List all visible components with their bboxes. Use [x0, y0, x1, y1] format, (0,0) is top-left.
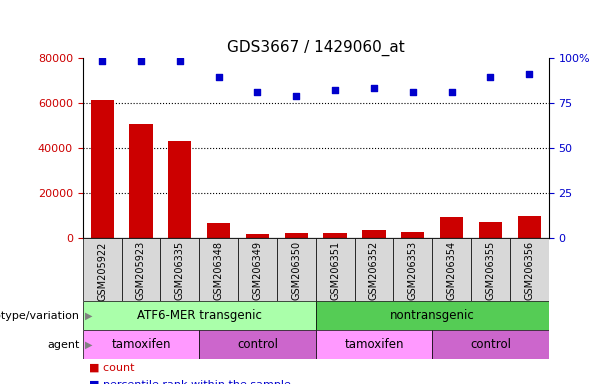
Text: control: control	[470, 338, 511, 351]
Bar	[316, 301, 549, 330]
Bar	[354, 238, 394, 301]
Text: agent: agent	[47, 339, 80, 350]
Point	[485, 74, 495, 81]
Text: GSM206355: GSM206355	[485, 241, 495, 301]
Text: GSM206349: GSM206349	[253, 241, 262, 300]
Bar	[83, 330, 199, 359]
Bar	[91, 101, 114, 238]
Bar	[238, 238, 277, 301]
Bar	[432, 238, 471, 301]
Bar	[83, 238, 121, 301]
Text: ATF6-MER transgenic: ATF6-MER transgenic	[137, 310, 262, 322]
Bar	[479, 222, 502, 238]
Text: GSM206351: GSM206351	[330, 241, 340, 300]
Text: tamoxifen: tamoxifen	[344, 338, 404, 351]
Text: ■ percentile rank within the sample: ■ percentile rank within the sample	[89, 380, 291, 384]
Text: ▶: ▶	[85, 311, 92, 321]
Bar	[199, 330, 316, 359]
Point	[524, 71, 534, 77]
Bar	[161, 238, 199, 301]
Bar	[316, 330, 432, 359]
Point	[253, 89, 262, 95]
Text: control: control	[237, 338, 278, 351]
Bar	[277, 238, 316, 301]
Bar	[284, 233, 308, 238]
Text: GSM206335: GSM206335	[175, 241, 185, 300]
Bar	[517, 215, 541, 238]
Text: GSM205922: GSM205922	[97, 241, 107, 301]
Bar	[121, 238, 161, 301]
Title: GDS3667 / 1429060_at: GDS3667 / 1429060_at	[227, 40, 405, 56]
Bar	[316, 238, 354, 301]
Bar	[246, 233, 269, 238]
Bar	[394, 238, 432, 301]
Bar	[207, 223, 230, 238]
Text: ▶: ▶	[85, 339, 92, 350]
Text: nontransgenic: nontransgenic	[390, 310, 474, 322]
Text: tamoxifen: tamoxifen	[111, 338, 171, 351]
Text: GSM206354: GSM206354	[447, 241, 457, 300]
Bar	[471, 238, 510, 301]
Bar	[129, 124, 153, 238]
Text: GSM206356: GSM206356	[524, 241, 534, 300]
Point	[369, 85, 379, 91]
Bar	[362, 230, 386, 238]
Bar	[199, 238, 238, 301]
Bar	[168, 141, 191, 238]
Text: GSM206353: GSM206353	[408, 241, 417, 300]
Bar	[83, 301, 316, 330]
Point	[97, 58, 107, 64]
Text: genotype/variation: genotype/variation	[0, 311, 80, 321]
Point	[408, 89, 417, 95]
Bar	[324, 233, 347, 238]
Text: GSM205923: GSM205923	[136, 241, 146, 301]
Bar	[432, 330, 549, 359]
Text: ■ count: ■ count	[89, 363, 134, 373]
Text: GSM206350: GSM206350	[291, 241, 301, 300]
Bar	[401, 232, 424, 238]
Text: GSM206352: GSM206352	[369, 241, 379, 301]
Bar	[510, 238, 549, 301]
Point	[136, 58, 146, 64]
Point	[330, 87, 340, 93]
Point	[447, 89, 457, 95]
Point	[175, 58, 185, 64]
Point	[291, 93, 301, 99]
Bar	[440, 217, 463, 238]
Text: GSM206348: GSM206348	[214, 241, 224, 300]
Point	[214, 74, 224, 81]
